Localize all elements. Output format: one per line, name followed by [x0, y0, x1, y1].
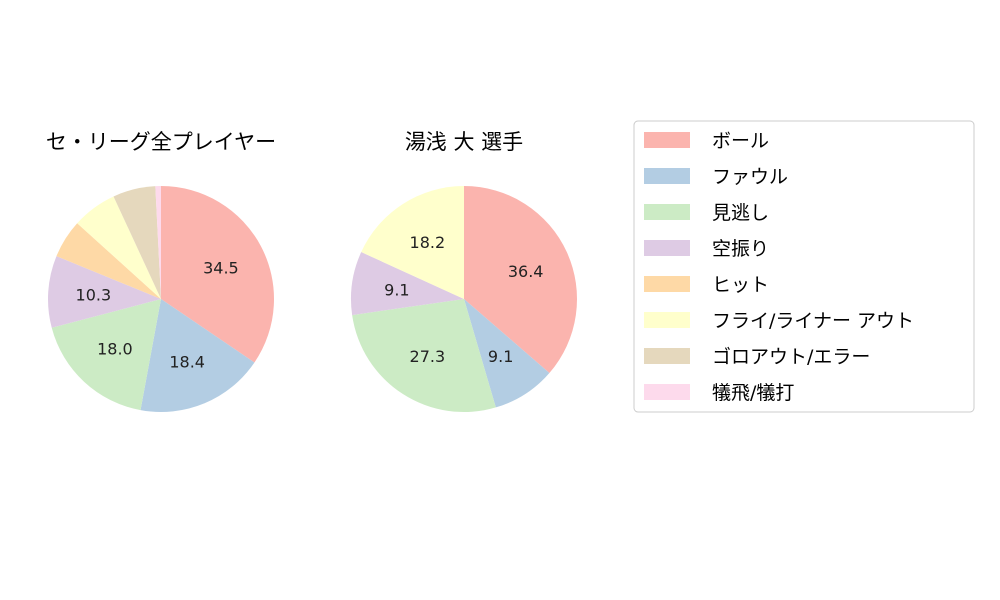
- pie-slice-7: [155, 186, 161, 299]
- legend-label: 犠飛/犠打: [712, 382, 794, 404]
- legend-frame: [633, 120, 975, 413]
- pie-league: 34.5 18.4 18.0 10.3: [47, 186, 274, 412]
- legend-swatch: [644, 276, 690, 292]
- legend-swatch: [644, 168, 690, 184]
- legend-label: 空振り: [712, 238, 769, 260]
- pie-slice-4: [56, 223, 161, 299]
- pie-slice-5: [361, 186, 464, 299]
- pie-slice-0: [464, 185, 577, 373]
- legend-label: ボール: [712, 130, 769, 152]
- pie-data-label: 18.2: [410, 233, 446, 252]
- pie-title-player: 湯浅 大 選手: [405, 130, 523, 154]
- pie-slice-5: [77, 196, 161, 299]
- legend-swatch: [644, 240, 690, 256]
- pie-data-label: 34.5: [203, 258, 239, 277]
- pie-slice-2: [51, 299, 161, 411]
- pie-slice-1: [140, 299, 255, 412]
- legend-swatch: [644, 132, 690, 148]
- pie-data-label: 10.3: [76, 286, 112, 305]
- pie-slice-0: [161, 186, 274, 363]
- pie-player: 36.4 9.1 27.3 9.1 18.2: [351, 185, 577, 413]
- legend-swatch: [644, 204, 690, 220]
- pie-data-label: 18.0: [97, 340, 133, 359]
- pie-title-league: セ・リーグ全プレイヤー: [46, 130, 276, 154]
- pie-data-label: 9.1: [384, 280, 409, 299]
- pie-slice-2: [352, 299, 496, 413]
- legend-swatch: [644, 312, 690, 328]
- legend-label: ゴロアウト/エラー: [712, 346, 870, 368]
- pie-slice-1: [464, 299, 550, 408]
- pie-slice-6: [113, 186, 161, 299]
- pie-data-label: 9.1: [488, 347, 513, 366]
- pie-slice-3: [47, 256, 161, 328]
- legend-swatch: [644, 348, 690, 364]
- pie-data-label: 27.3: [410, 347, 446, 366]
- legend-label: フライ/ライナー アウト: [712, 310, 914, 332]
- legend-label: ヒット: [712, 274, 769, 296]
- pie-slice-3: [351, 252, 464, 316]
- legend-label: ファウル: [712, 166, 788, 188]
- pie-data-label: 18.4: [169, 353, 205, 372]
- legend-label: 見逃し: [712, 202, 769, 224]
- pie-data-label: 36.4: [508, 262, 544, 281]
- legend-swatch: [644, 384, 690, 400]
